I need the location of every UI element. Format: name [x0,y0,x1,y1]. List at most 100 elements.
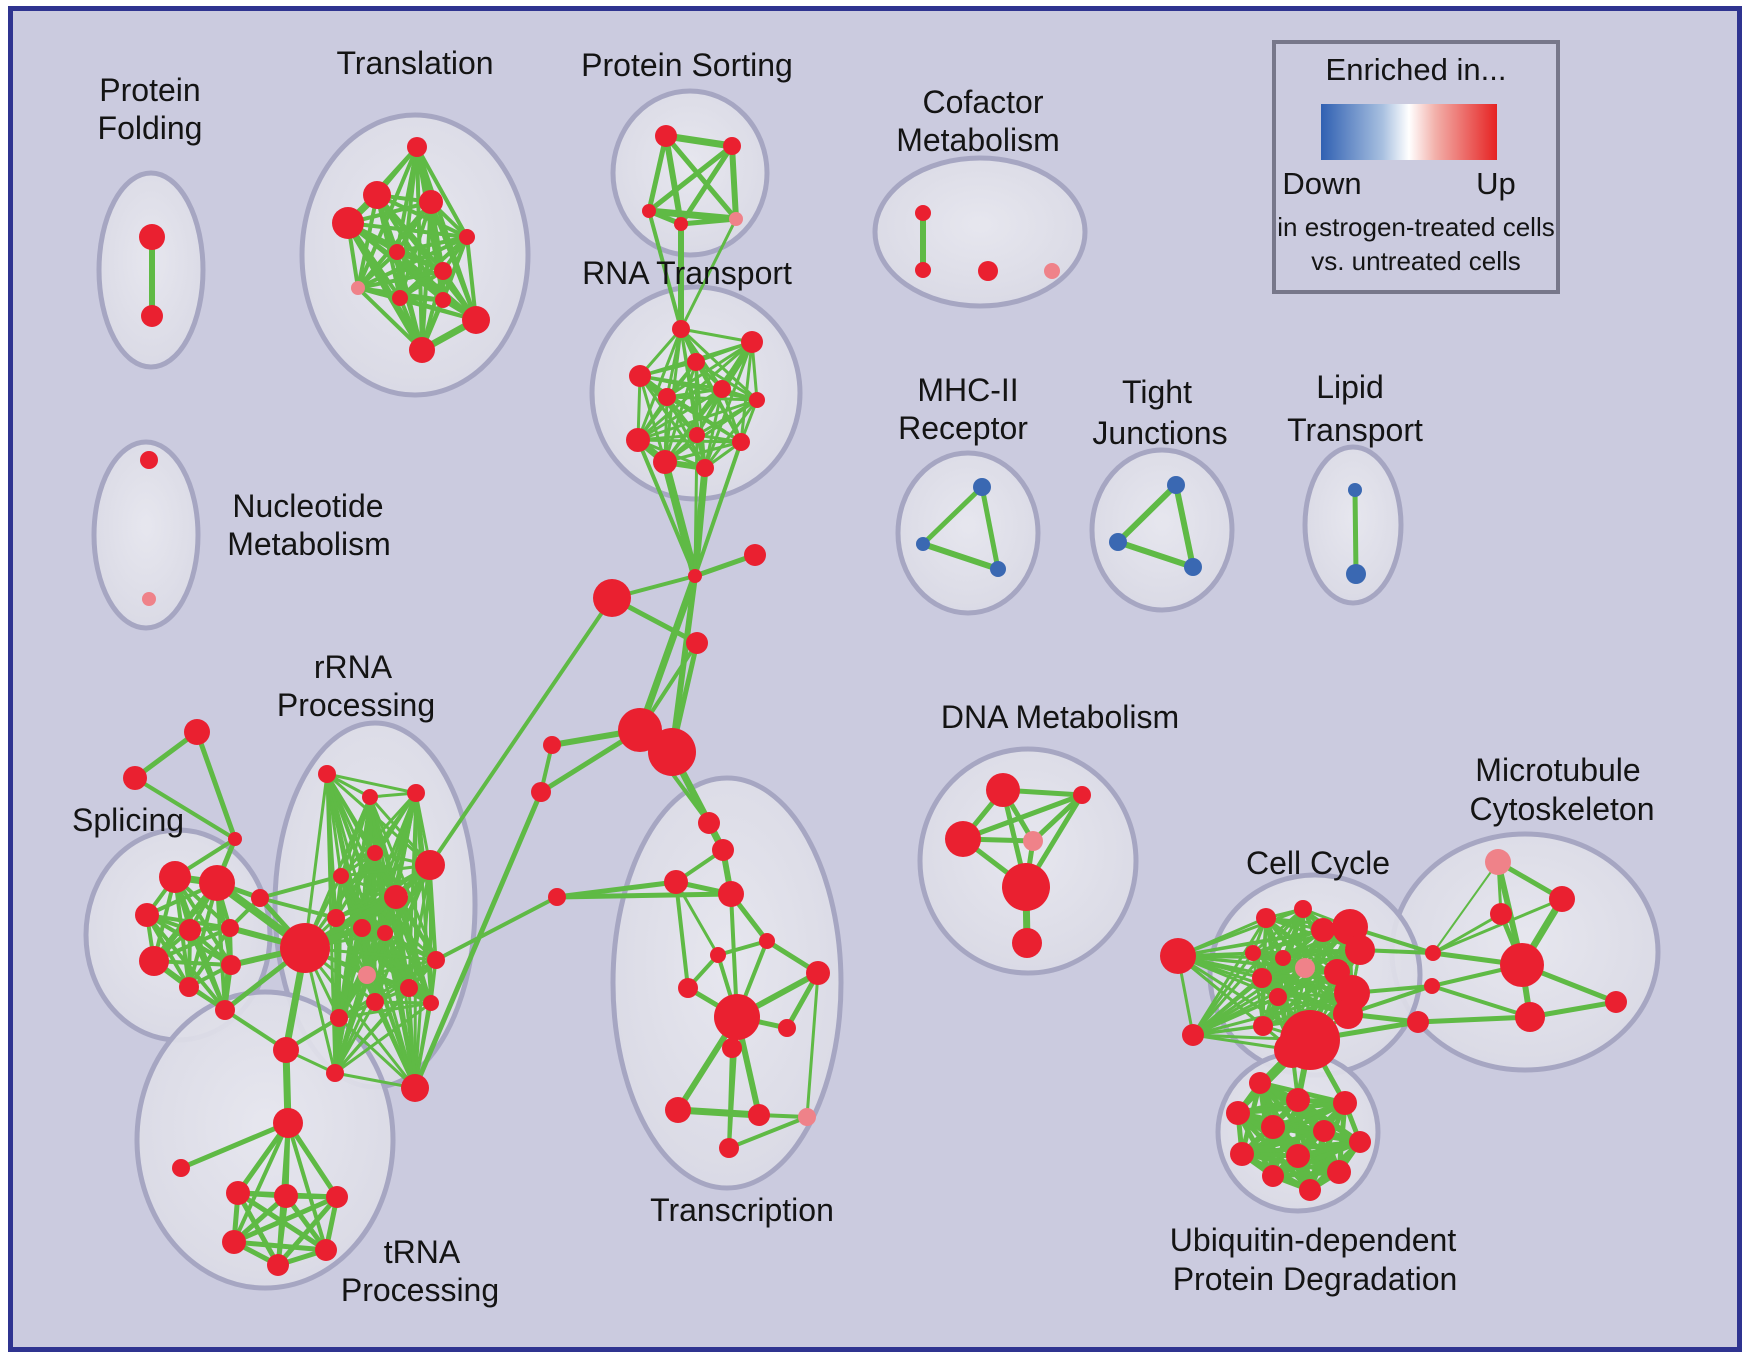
node-cy2[interactable] [1182,1024,1204,1046]
node-rr14[interactable] [423,995,439,1011]
node-sp1[interactable] [159,861,191,893]
node-tn5[interactable] [222,1230,246,1254]
node-ub12[interactable] [1299,1179,1321,1201]
node-tr6[interactable] [389,244,405,260]
node-mt4[interactable] [1500,943,1544,987]
node-tr9[interactable] [392,290,408,306]
node-rt4[interactable] [629,365,651,387]
node-tn2[interactable] [226,1181,250,1205]
node-t16[interactable] [719,1138,739,1158]
node-rt3[interactable] [687,353,705,371]
node-rt6[interactable] [713,380,731,398]
node-t7[interactable] [759,933,775,949]
node-cy1[interactable] [1160,938,1196,974]
node-t11[interactable] [778,1019,796,1037]
node-dm2[interactable] [1073,786,1091,804]
node-tj3[interactable] [1184,558,1202,576]
node-sp3[interactable] [135,903,159,927]
node-rr8[interactable] [327,909,345,927]
node-mt3[interactable] [1549,886,1575,912]
node-cf1[interactable] [915,205,931,221]
node-ps2[interactable] [723,137,741,155]
node-mh1[interactable] [973,478,991,496]
node-rt10[interactable] [732,433,750,451]
node-mh2[interactable] [916,537,930,551]
node-rrh[interactable] [280,923,330,973]
node-th2[interactable] [648,728,696,776]
node-cy18[interactable] [1425,945,1441,961]
node-t5[interactable] [548,888,566,906]
node-rt2[interactable] [741,331,763,353]
node-cc2[interactable] [593,579,631,617]
node-sp7[interactable] [221,955,241,975]
node-tr4[interactable] [332,207,364,239]
node-hub1[interactable] [688,569,702,583]
node-ub10[interactable] [1262,1165,1284,1187]
node-lt2[interactable] [1346,564,1366,584]
node-rt1[interactable] [672,320,690,338]
node-mt6[interactable] [1605,991,1627,1013]
node-cc4[interactable] [543,736,561,754]
node-t9[interactable] [806,961,830,985]
node-ps4[interactable] [674,217,688,231]
node-tr1[interactable] [407,137,427,157]
node-cf2[interactable] [915,262,931,278]
node-rr9[interactable] [353,919,371,937]
node-cy6[interactable] [1275,950,1291,966]
node-spB[interactable] [123,766,147,790]
node-spC[interactable] [228,832,242,846]
node-rr12[interactable] [358,966,376,984]
node-rr6[interactable] [415,850,445,880]
node-rt9[interactable] [689,427,705,443]
node-rr5[interactable] [333,868,349,884]
node-rr2[interactable] [362,789,378,805]
node-cy7[interactable] [1295,958,1315,978]
node-cy8[interactable] [1252,968,1272,988]
node-sp9[interactable] [215,1000,235,1020]
node-ps5[interactable] [729,212,743,226]
node-ub3[interactable] [1333,1091,1357,1115]
node-ub1[interactable] [1249,1072,1271,1094]
node-ub4[interactable] [1226,1101,1250,1125]
node-dm6[interactable] [1012,928,1042,958]
node-tn4[interactable] [326,1186,348,1208]
node-ps1[interactable] [655,125,677,147]
node-sp4[interactable] [179,919,201,941]
node-mt5[interactable] [1515,1002,1545,1032]
node-dm4[interactable] [1023,831,1043,851]
node-t3[interactable] [664,870,688,894]
node-cc5[interactable] [531,782,551,802]
node-tr7[interactable] [434,262,452,280]
node-rr13[interactable] [400,979,418,997]
node-sp5[interactable] [221,919,239,937]
node-sp6[interactable] [139,946,169,976]
node-tn6[interactable] [267,1254,289,1276]
node-mt1[interactable] [1485,849,1511,875]
node-t4[interactable] [718,881,744,907]
node-spA[interactable] [184,719,210,745]
node-cy3[interactable] [1256,908,1276,928]
node-rt5[interactable] [658,388,676,406]
node-tc1[interactable] [273,1037,299,1063]
node-rr16[interactable] [330,1009,348,1027]
node-cy9[interactable] [1269,988,1287,1006]
node-t10[interactable] [714,994,760,1040]
node-rt8[interactable] [626,428,650,452]
node-ub8[interactable] [1230,1142,1254,1166]
node-t1[interactable] [698,812,720,834]
node-tn7[interactable] [315,1239,337,1261]
node-cy20[interactable] [1407,1011,1429,1033]
node-tr3[interactable] [419,190,443,214]
node-rr1[interactable] [318,765,336,783]
node-dm1[interactable] [986,773,1020,807]
node-cy13[interactable] [1345,935,1375,965]
node-sp10[interactable] [251,889,269,907]
node-ub6[interactable] [1313,1120,1335,1142]
node-nm2[interactable] [142,592,156,606]
node-t2[interactable] [712,839,734,861]
node-rr18[interactable] [326,1064,344,1082]
node-cy17[interactable] [1274,1032,1310,1068]
node-ub11[interactable] [1327,1160,1351,1184]
node-cy5[interactable] [1245,945,1261,961]
node-cy4[interactable] [1294,900,1312,918]
